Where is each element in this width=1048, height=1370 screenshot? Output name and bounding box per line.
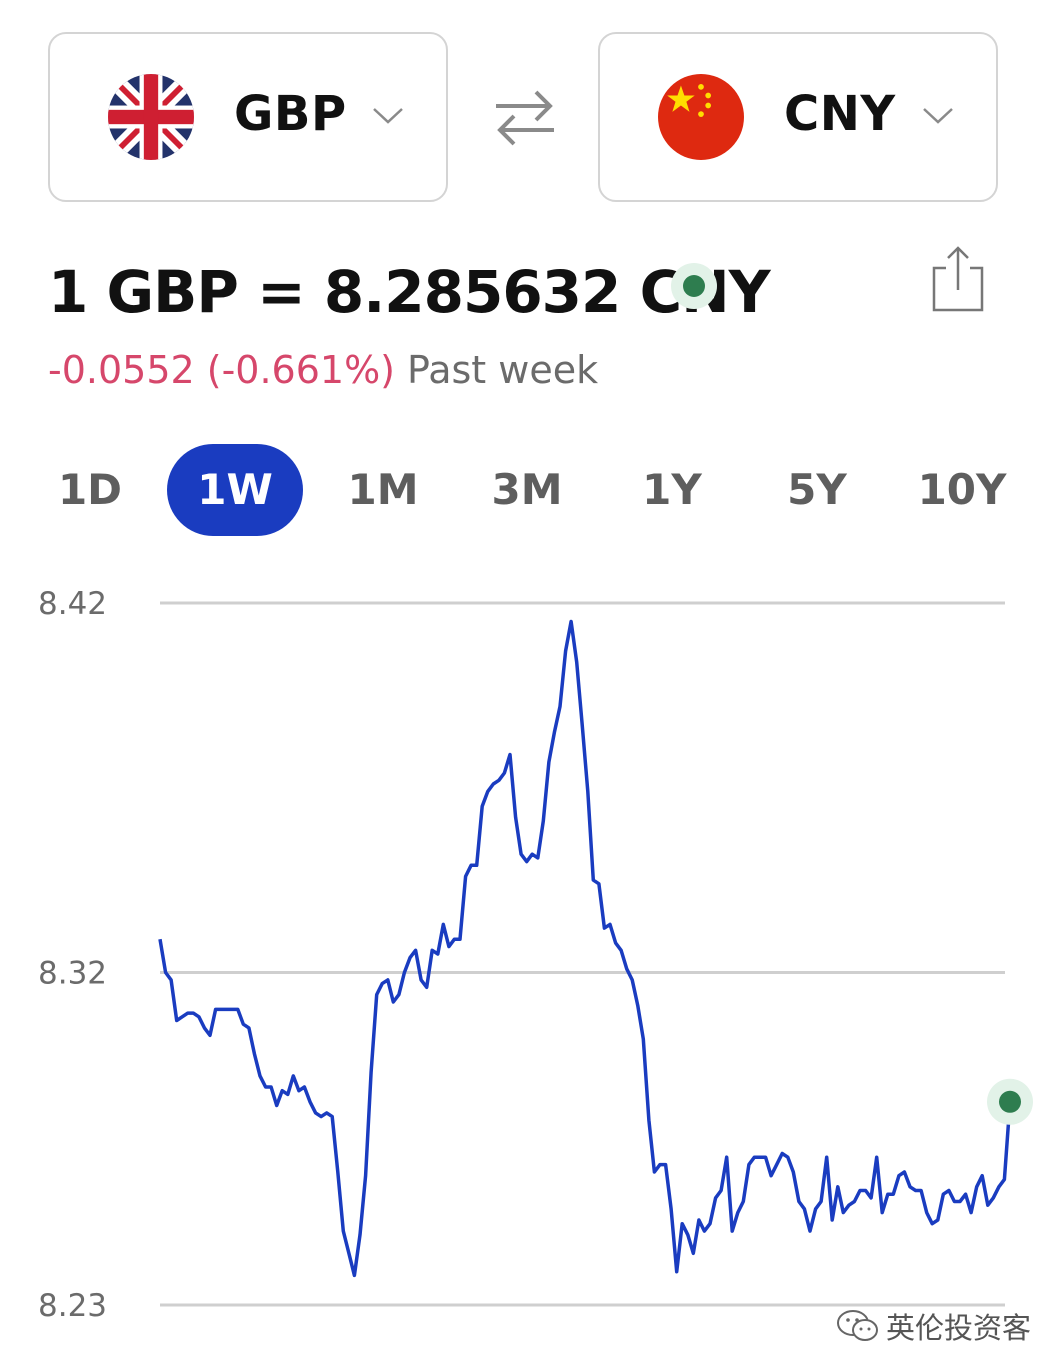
- change-value: -0.0552 (-0.661%): [48, 348, 396, 392]
- tab-1d[interactable]: 1D: [57, 465, 123, 514]
- uk-flag-icon: [108, 74, 194, 160]
- change-period: Past week: [407, 348, 599, 392]
- rate-line: [158, 619, 1012, 1278]
- exchange-rate: 1 GBP = 8.285632 CNY: [48, 258, 771, 326]
- tab-3m[interactable]: 3M: [491, 465, 563, 514]
- rate-chart: 8.42 8.32 8.23: [38, 586, 1033, 1324]
- from-currency-code: GBP: [234, 86, 347, 142]
- y-tick-label: 8.23: [38, 1288, 107, 1324]
- to-currency-code: CNY: [784, 86, 896, 142]
- tab-1w[interactable]: 1W: [167, 444, 303, 536]
- tab-1m[interactable]: 1M: [347, 465, 419, 514]
- rate-change: -0.0552 (-0.661%) Past week: [48, 348, 598, 392]
- from-currency-selector[interactable]: GBP: [48, 32, 448, 202]
- share-icon[interactable]: [926, 244, 986, 316]
- live-indicator-icon: [671, 263, 717, 309]
- y-tick-label: 8.42: [38, 586, 107, 622]
- watermark-text: 英伦投资客: [886, 1311, 1032, 1345]
- tab-5y[interactable]: 5Y: [787, 465, 847, 514]
- to-currency-selector[interactable]: CNY: [598, 32, 998, 202]
- chevron-down-icon: [373, 108, 403, 124]
- tab-1y[interactable]: 1Y: [642, 465, 702, 514]
- swap-arrows-icon[interactable]: [492, 88, 558, 148]
- wechat-icon: [837, 1310, 878, 1341]
- watermark: 英伦投资客: [836, 1306, 1031, 1346]
- current-point: [999, 1090, 1021, 1113]
- tab-10y[interactable]: 10Y: [917, 465, 1007, 514]
- y-tick-label: 8.32: [38, 955, 107, 991]
- china-flag-icon: [658, 74, 744, 160]
- chevron-down-icon: [923, 108, 953, 124]
